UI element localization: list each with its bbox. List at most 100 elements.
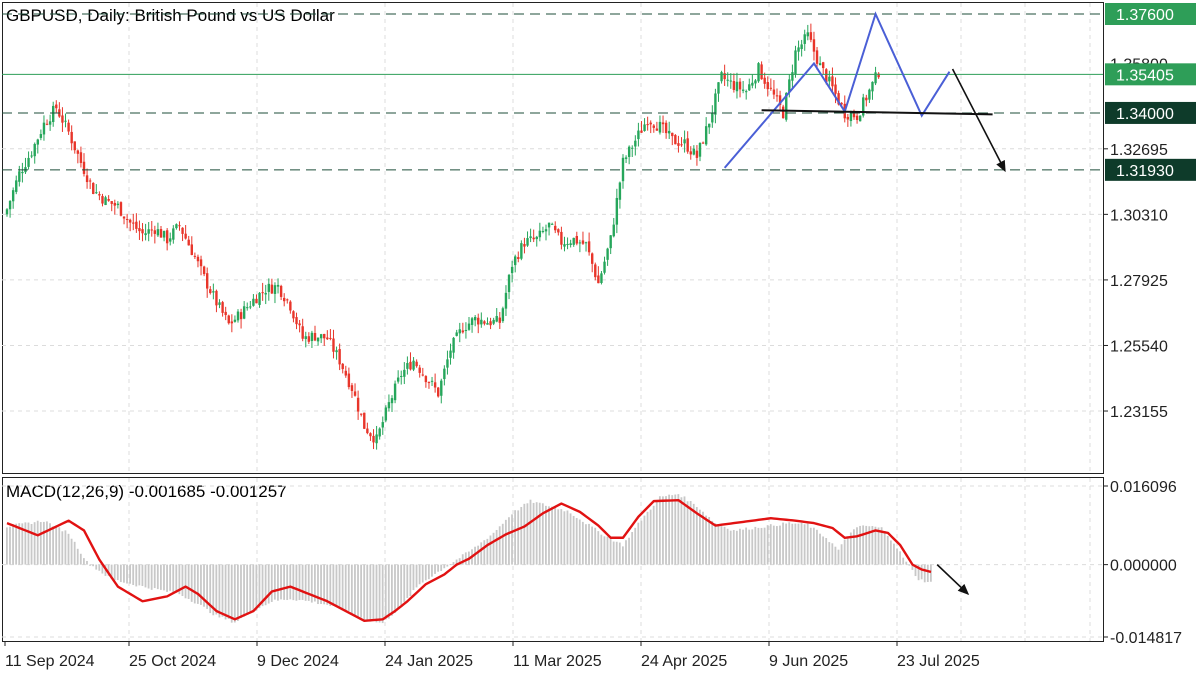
candle-bear: [286, 299, 289, 301]
macd-hist-bar: [588, 523, 590, 565]
candle-bull: [698, 142, 702, 157]
macd-hist-bar: [699, 509, 701, 565]
macd-hist-bar: [418, 564, 421, 585]
macd-hist-bar: [163, 564, 165, 591]
price-tag-1.35405: [1105, 63, 1196, 86]
macd-hist-bar: [806, 523, 809, 565]
candle-bull: [785, 93, 788, 120]
candle-bear: [301, 326, 304, 339]
macd-hist-bar: [212, 564, 215, 616]
macd-hist-bar: [511, 514, 513, 565]
macd-hist-bar: [504, 519, 507, 565]
candle-bull: [18, 171, 21, 182]
candle-bull: [637, 130, 640, 140]
macd-hist-bar: [289, 564, 292, 600]
macd-tick-label: 0.000000: [1110, 558, 1177, 575]
candle-bull: [406, 363, 409, 369]
macd-hist-bar: [332, 564, 335, 606]
price-tag-1.34000: [1105, 101, 1196, 124]
macd-hist-bar: [883, 530, 886, 565]
macd-hist-bar: [307, 564, 310, 601]
macd-hist-bar: [819, 533, 821, 565]
macd-hist-bar: [498, 526, 501, 565]
candle-bear: [292, 311, 295, 319]
macd-hist-bar: [12, 524, 14, 565]
macd-hist-bar: [489, 535, 492, 565]
macd-hist-bar: [397, 564, 399, 610]
macd-hist-bar: [381, 564, 384, 624]
macd-hist-bar: [782, 522, 784, 565]
candle-bear: [125, 219, 129, 221]
macd-hist-bar: [314, 564, 316, 602]
macd-hist-bar: [893, 543, 895, 565]
candle-bull: [862, 97, 865, 116]
macd-hist-bar: [930, 564, 932, 582]
candle-bear: [372, 435, 375, 443]
candle-bull: [64, 120, 67, 122]
pattern-zigzag: [723, 11, 951, 169]
macd-hist-bar: [421, 564, 424, 583]
macd-hist-bar: [486, 538, 489, 565]
candle-bull: [735, 81, 739, 92]
candle-bear: [206, 273, 209, 289]
macd-hist-bar: [520, 506, 523, 565]
candle-bear: [224, 311, 227, 316]
macd-tick-label: -0.014817: [1110, 630, 1182, 647]
macd-hist-bar: [812, 527, 815, 565]
candle-bear: [575, 235, 578, 244]
candle-bear: [323, 333, 326, 339]
macd-hist-bar: [477, 545, 480, 565]
candle-bull: [443, 368, 446, 380]
macd-hist-bar: [209, 564, 212, 614]
pattern-overlay: [2, 11, 1103, 173]
macd-hist-bar: [55, 525, 58, 565]
candle-bull: [720, 72, 723, 82]
candle-bull: [535, 236, 538, 240]
macd-hist-bar: [480, 542, 483, 565]
macd-hist-bar: [267, 564, 270, 604]
candle-bull: [242, 306, 246, 319]
candle-bull: [800, 44, 803, 50]
candle-bull: [310, 332, 314, 342]
candle-bull: [584, 242, 588, 244]
candle-bull: [52, 105, 55, 123]
candle-bear: [326, 337, 329, 340]
candle-bear: [61, 115, 64, 123]
candle-bull: [267, 283, 270, 292]
price-tick-label: 1.32695: [1110, 142, 1168, 159]
candle-bear: [153, 230, 157, 234]
macd-hist-bar: [517, 510, 520, 565]
macd-hist-bar: [708, 517, 711, 565]
forecast-arrow: [951, 68, 1006, 173]
macd-hist-bar: [357, 564, 359, 617]
macd-hist-bar: [837, 549, 840, 565]
macd-hist-bar: [427, 564, 430, 580]
macd-hist-bar: [64, 530, 67, 565]
macd-hist-bar: [514, 510, 516, 565]
macd-hist-bar: [286, 564, 289, 601]
candle-bull: [547, 222, 551, 228]
macd-hist-bar: [735, 530, 738, 565]
macd-hist-bar: [609, 538, 612, 565]
candle-bear: [646, 124, 649, 126]
candle-bull: [48, 121, 52, 125]
date-tick-label: 24 Apr 2025: [641, 653, 727, 670]
candle-bear: [560, 231, 563, 245]
candle-bull: [538, 230, 542, 238]
macd-hist-bar: [797, 523, 800, 565]
candle-bull: [544, 229, 548, 232]
macd-hist-bar: [372, 564, 375, 621]
candle-bear: [215, 290, 218, 306]
macd-hist-bar: [566, 510, 569, 565]
grid-layer: [2, 3, 1103, 641]
macd-hist-bar: [920, 564, 923, 580]
candle-bull: [316, 337, 320, 342]
neckline: [761, 109, 993, 116]
macd-hist-bar: [323, 564, 326, 605]
price-tick-label: 1.27925: [1110, 273, 1168, 290]
candle-bull: [692, 148, 696, 155]
candle-bear: [298, 323, 301, 326]
candle-bull: [319, 334, 323, 339]
macd-hist-bar: [384, 564, 387, 620]
